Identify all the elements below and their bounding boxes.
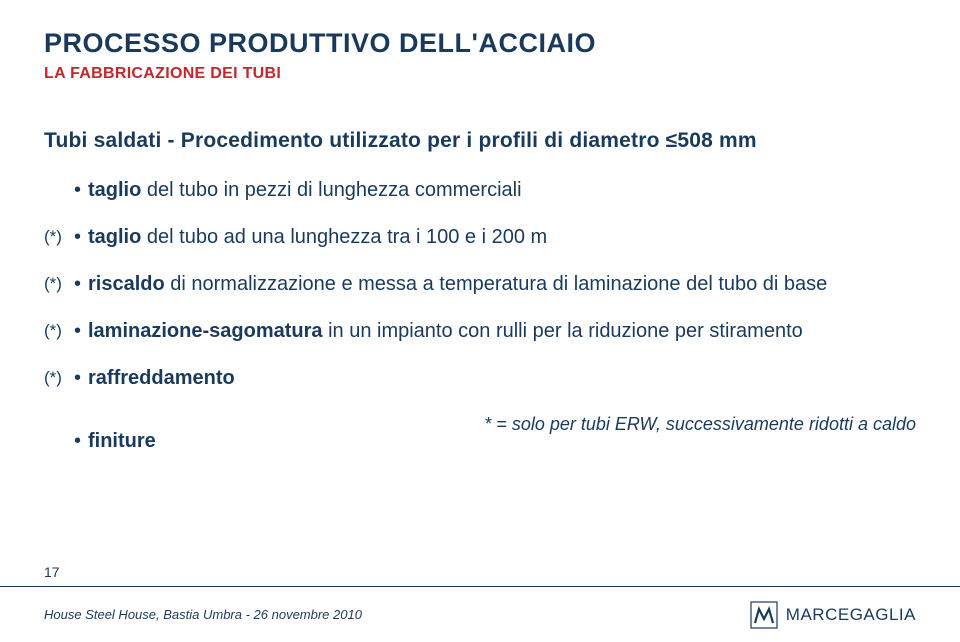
- logo-text: MARCEGAGLIA: [786, 605, 916, 625]
- footer-text: House Steel House, Bastia Umbra - 26 nov…: [44, 607, 362, 622]
- bullet-dot: •: [74, 318, 88, 345]
- annotation: [44, 177, 74, 179]
- annotation: (*): [44, 271, 74, 296]
- annotation: (*): [44, 224, 74, 249]
- list-item: (*) • taglio del tubo ad una lunghezza t…: [44, 224, 916, 251]
- bullet-dot: •: [74, 365, 88, 392]
- bullet-bold: riscaldo: [88, 273, 165, 295]
- bullet-bold: finiture: [88, 430, 156, 452]
- bullet-dot: •: [74, 224, 88, 251]
- bullet-dot: •: [74, 271, 88, 298]
- bullet-dot: •: [74, 428, 88, 455]
- footer: House Steel House, Bastia Umbra - 26 nov…: [0, 586, 960, 642]
- page-number: 17: [44, 564, 60, 580]
- page-title: PROCESSO PRODUTTIVO DELL'ACCIAIO: [44, 28, 916, 59]
- bullet-bold: taglio: [88, 179, 141, 201]
- bullet-bold: raffreddamento: [88, 367, 235, 389]
- annotation: [44, 428, 74, 430]
- bullet-rest: di normalizzazione e messa a temperatura…: [165, 273, 828, 295]
- list-item: (*) • raffreddamento: [44, 365, 916, 392]
- annotation: (*): [44, 365, 74, 390]
- page-subtitle: LA FABBRICAZIONE DEI TUBI: [44, 65, 916, 83]
- bullet-rest: del tubo in pezzi di lunghezza commercia…: [141, 179, 521, 201]
- logo: MARCEGAGLIA: [750, 601, 916, 629]
- list-item: • finiture * = solo per tubi ERW, succes…: [44, 412, 916, 455]
- list-item: (*) • laminazione-sagomatura in un impia…: [44, 318, 916, 345]
- list-item: • taglio del tubo in pezzi di lunghezza …: [44, 177, 916, 204]
- logo-icon: [750, 601, 778, 629]
- bullet-bold: laminazione-sagomatura: [88, 320, 323, 342]
- annotation: (*): [44, 318, 74, 343]
- bullet-bold: taglio: [88, 226, 141, 248]
- list-item: (*) • riscaldo di normalizzazione e mess…: [44, 271, 916, 298]
- bullet-rest: del tubo ad una lunghezza tra i 100 e i …: [141, 226, 547, 248]
- footnote: * = solo per tubi ERW, successivamente r…: [454, 412, 916, 436]
- bullet-list: • taglio del tubo in pezzi di lunghezza …: [44, 177, 916, 455]
- bullet-rest: in un impianto con rulli per la riduzion…: [323, 320, 803, 342]
- section-heading: Tubi saldati - Procedimento utilizzato p…: [44, 129, 916, 153]
- bullet-dot: •: [74, 177, 88, 204]
